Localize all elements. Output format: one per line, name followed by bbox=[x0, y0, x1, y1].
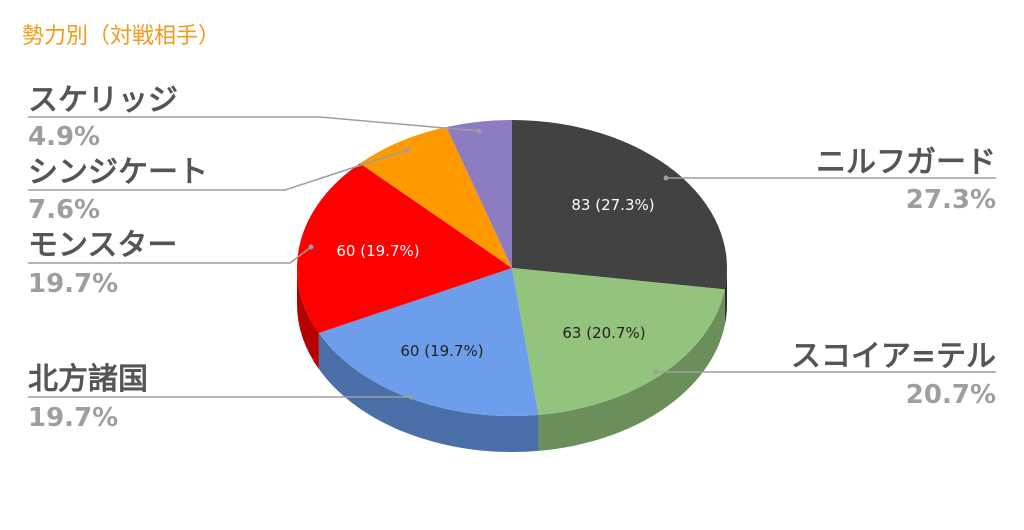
legend-percent-label: 7.6% bbox=[28, 195, 100, 225]
legend-category-label: スケリッジ bbox=[28, 83, 178, 118]
pie-slice-side bbox=[318, 333, 539, 452]
pie-slice-side bbox=[297, 268, 319, 370]
leader-line bbox=[28, 246, 312, 264]
legend-percent-label: 19.7% bbox=[28, 269, 118, 299]
pie-slice-value-label: 63 (20.7%) bbox=[562, 324, 645, 342]
leader-dot bbox=[663, 175, 669, 181]
leader-dot bbox=[476, 128, 482, 134]
legend-category-label: ニルフガード bbox=[816, 145, 996, 180]
legend-category-label: 北方諸国 bbox=[28, 362, 148, 397]
legend-percent-label: 4.9% bbox=[28, 122, 100, 152]
legend-category-label: シンジケート bbox=[28, 155, 208, 190]
pie-slice bbox=[297, 163, 512, 334]
leader-dot bbox=[653, 369, 659, 375]
pie-side-walls bbox=[297, 268, 727, 452]
leader-line bbox=[28, 149, 408, 191]
pie-slice bbox=[512, 268, 725, 415]
leader-dot bbox=[308, 244, 314, 250]
pie-slice-labels: 83 (27.3%) 63 (20.7%) 60 (19.7%) 60 (19.7%) bbox=[336, 196, 654, 360]
legend-percent-label: 20.7% bbox=[906, 380, 996, 410]
pie-slice-side bbox=[538, 289, 725, 451]
pie-slice bbox=[446, 120, 512, 268]
legend-category-label: スコイア=テル bbox=[791, 339, 996, 374]
leader-line bbox=[28, 116, 480, 132]
pie-slice-side bbox=[724, 268, 727, 326]
pie-top-faces bbox=[297, 120, 727, 416]
pie-slice-value-label: 60 (19.7%) bbox=[336, 242, 419, 260]
legend-percent-label: 19.7% bbox=[28, 403, 118, 433]
pie-external-labels: ニルフガード 27.3% スコイア=テル 20.7% 北方諸国 19.7% モンスター 19.… bbox=[28, 83, 996, 433]
legend-category-label: モンスター bbox=[28, 228, 177, 263]
leader-dot bbox=[408, 394, 414, 400]
leader-dot bbox=[404, 147, 410, 153]
pie-slice bbox=[359, 127, 512, 268]
pie-slice bbox=[512, 120, 727, 290]
pie-slice-value-label: 60 (19.7%) bbox=[400, 342, 483, 360]
pie-slice-value-label: 83 (27.3%) bbox=[571, 196, 654, 214]
chart-title: 勢力別（対戦相手） bbox=[22, 24, 221, 49]
legend-percent-label: 27.3% bbox=[906, 185, 996, 215]
pie-slice bbox=[318, 268, 539, 416]
